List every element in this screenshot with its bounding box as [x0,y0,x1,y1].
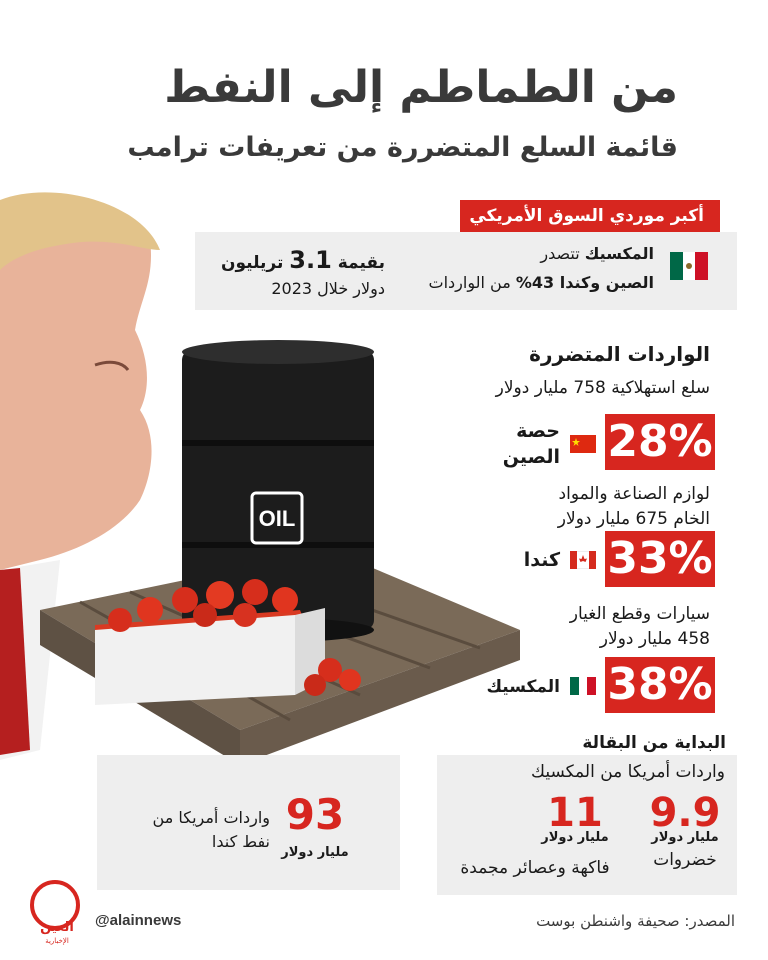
affected-item-3-country: المكسيك [486,677,560,697]
logo-text: العين [40,920,74,935]
affected-item-1-desc: سلع استهلاكية 758 مليار دولار [495,378,710,398]
suppliers-line-2-rest: من الواردات [428,273,516,292]
grocery-panel [437,755,737,895]
grocery-subheading: واردات أمريكا من المكسيك [531,762,725,782]
grocery-vegetables-value: 9.9 [649,790,721,836]
suppliers-line-2: الصين وكندا 43% من الواردات [400,273,654,292]
social-handle[interactable]: @alainnews [95,912,182,929]
suppliers-value: بقيمة 3.1 تريليون [205,246,385,274]
page-subtitle: قائمة السلع المتضررة من تعريفات ترامب [127,132,678,163]
affected-item-2-percent: 33% [605,531,715,587]
logo-subtext: الإخبارية [45,937,69,945]
suppliers-line-2-bold: الصين وكندا 43% [515,273,654,292]
affected-item-3-desc-line-2: 458 مليار دولار [599,629,710,649]
oil-value: 93 [285,790,345,839]
barrel-label: OIL [259,506,296,531]
suppliers-value-line-2: دولار خلال 2023 [271,279,385,298]
source-credit: المصدر: صحيفة واشنطن بوست [536,912,735,930]
mexico-flag-small [570,677,596,699]
affected-item-1-country-line-2: الصين [502,446,560,468]
oil-label-line-2: نفط كندا [211,832,270,851]
suppliers-value-number: 3.1 [289,246,332,274]
suppliers-line-1-rest: تتصدر [540,244,585,263]
grocery-heading: البداية من البقالة [560,733,732,753]
suppliers-banner: أكبر موردي السوق الأمريكي [460,200,720,232]
tomato-crate-image [95,579,361,705]
mexico-flag [670,252,708,284]
affected-heading: الواردات المتضررة [529,342,710,366]
grocery-vegetables-label: خضروات [653,850,717,870]
affected-item-2-country: كندا [523,549,560,571]
suppliers-value-unit: تريليون [220,253,284,273]
affected-item-1-country-line-1: حصة [516,420,560,442]
suppliers-line-1-bold: المكسيك [584,244,654,263]
suppliers-value-prefix: بقيمة [337,253,385,273]
china-flag [570,435,596,457]
illustration: OIL [0,192,520,765]
alain-logo [30,880,80,930]
canada-flag [569,550,597,573]
suppliers-panel [195,232,737,310]
oil-panel [97,755,400,890]
suppliers-line-1: المكسيك تتصدر [400,244,654,263]
grocery-fruit-value: 11 [547,790,603,836]
affected-item-1-percent: 28% [605,414,715,470]
oil-label-line-1: واردات أمريكا من [152,808,270,827]
oil-unit: مليار دولار [281,845,349,860]
affected-item-2-desc-line-1: لوازم الصناعة والمواد [558,484,710,504]
affected-item-3-desc-line-1: سيارات وقطع الغيار [569,604,710,624]
affected-item-3-percent: 38% [605,657,715,713]
grocery-vegetables-unit: مليار دولار [651,830,719,845]
grocery-fruit-label: فاكهة وعصائر مجمدة [460,858,610,878]
grocery-fruit-unit: مليار دولار [541,830,609,845]
page-title: من الطماطم إلى النفط [164,62,678,113]
affected-item-2-desc-line-2: الخام 675 مليار دولار [557,509,710,529]
